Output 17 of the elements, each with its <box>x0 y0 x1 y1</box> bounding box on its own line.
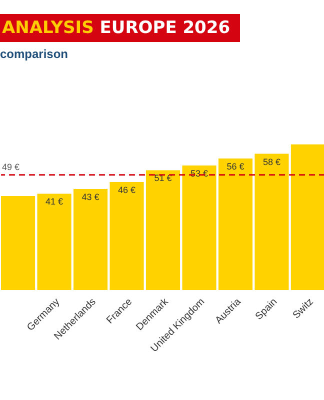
ref-line-label: 49 € <box>2 162 20 172</box>
chart-title: ANALYSIS EUROPE 2026 <box>2 18 230 38</box>
bar <box>218 158 253 290</box>
bar <box>182 166 216 290</box>
data-label: 56 € <box>226 161 244 172</box>
bar <box>290 144 324 290</box>
data-label: 41 € <box>46 196 64 207</box>
bar <box>37 194 72 290</box>
data-label: 58 € <box>262 156 280 167</box>
bar <box>73 189 108 290</box>
data-label: 43 € <box>82 192 100 202</box>
bar <box>146 170 180 290</box>
bar <box>110 182 144 290</box>
chart-subtitle: comparison <box>0 47 68 61</box>
data-label: 46 € <box>118 184 136 195</box>
bar <box>1 196 36 290</box>
bar <box>254 154 289 290</box>
